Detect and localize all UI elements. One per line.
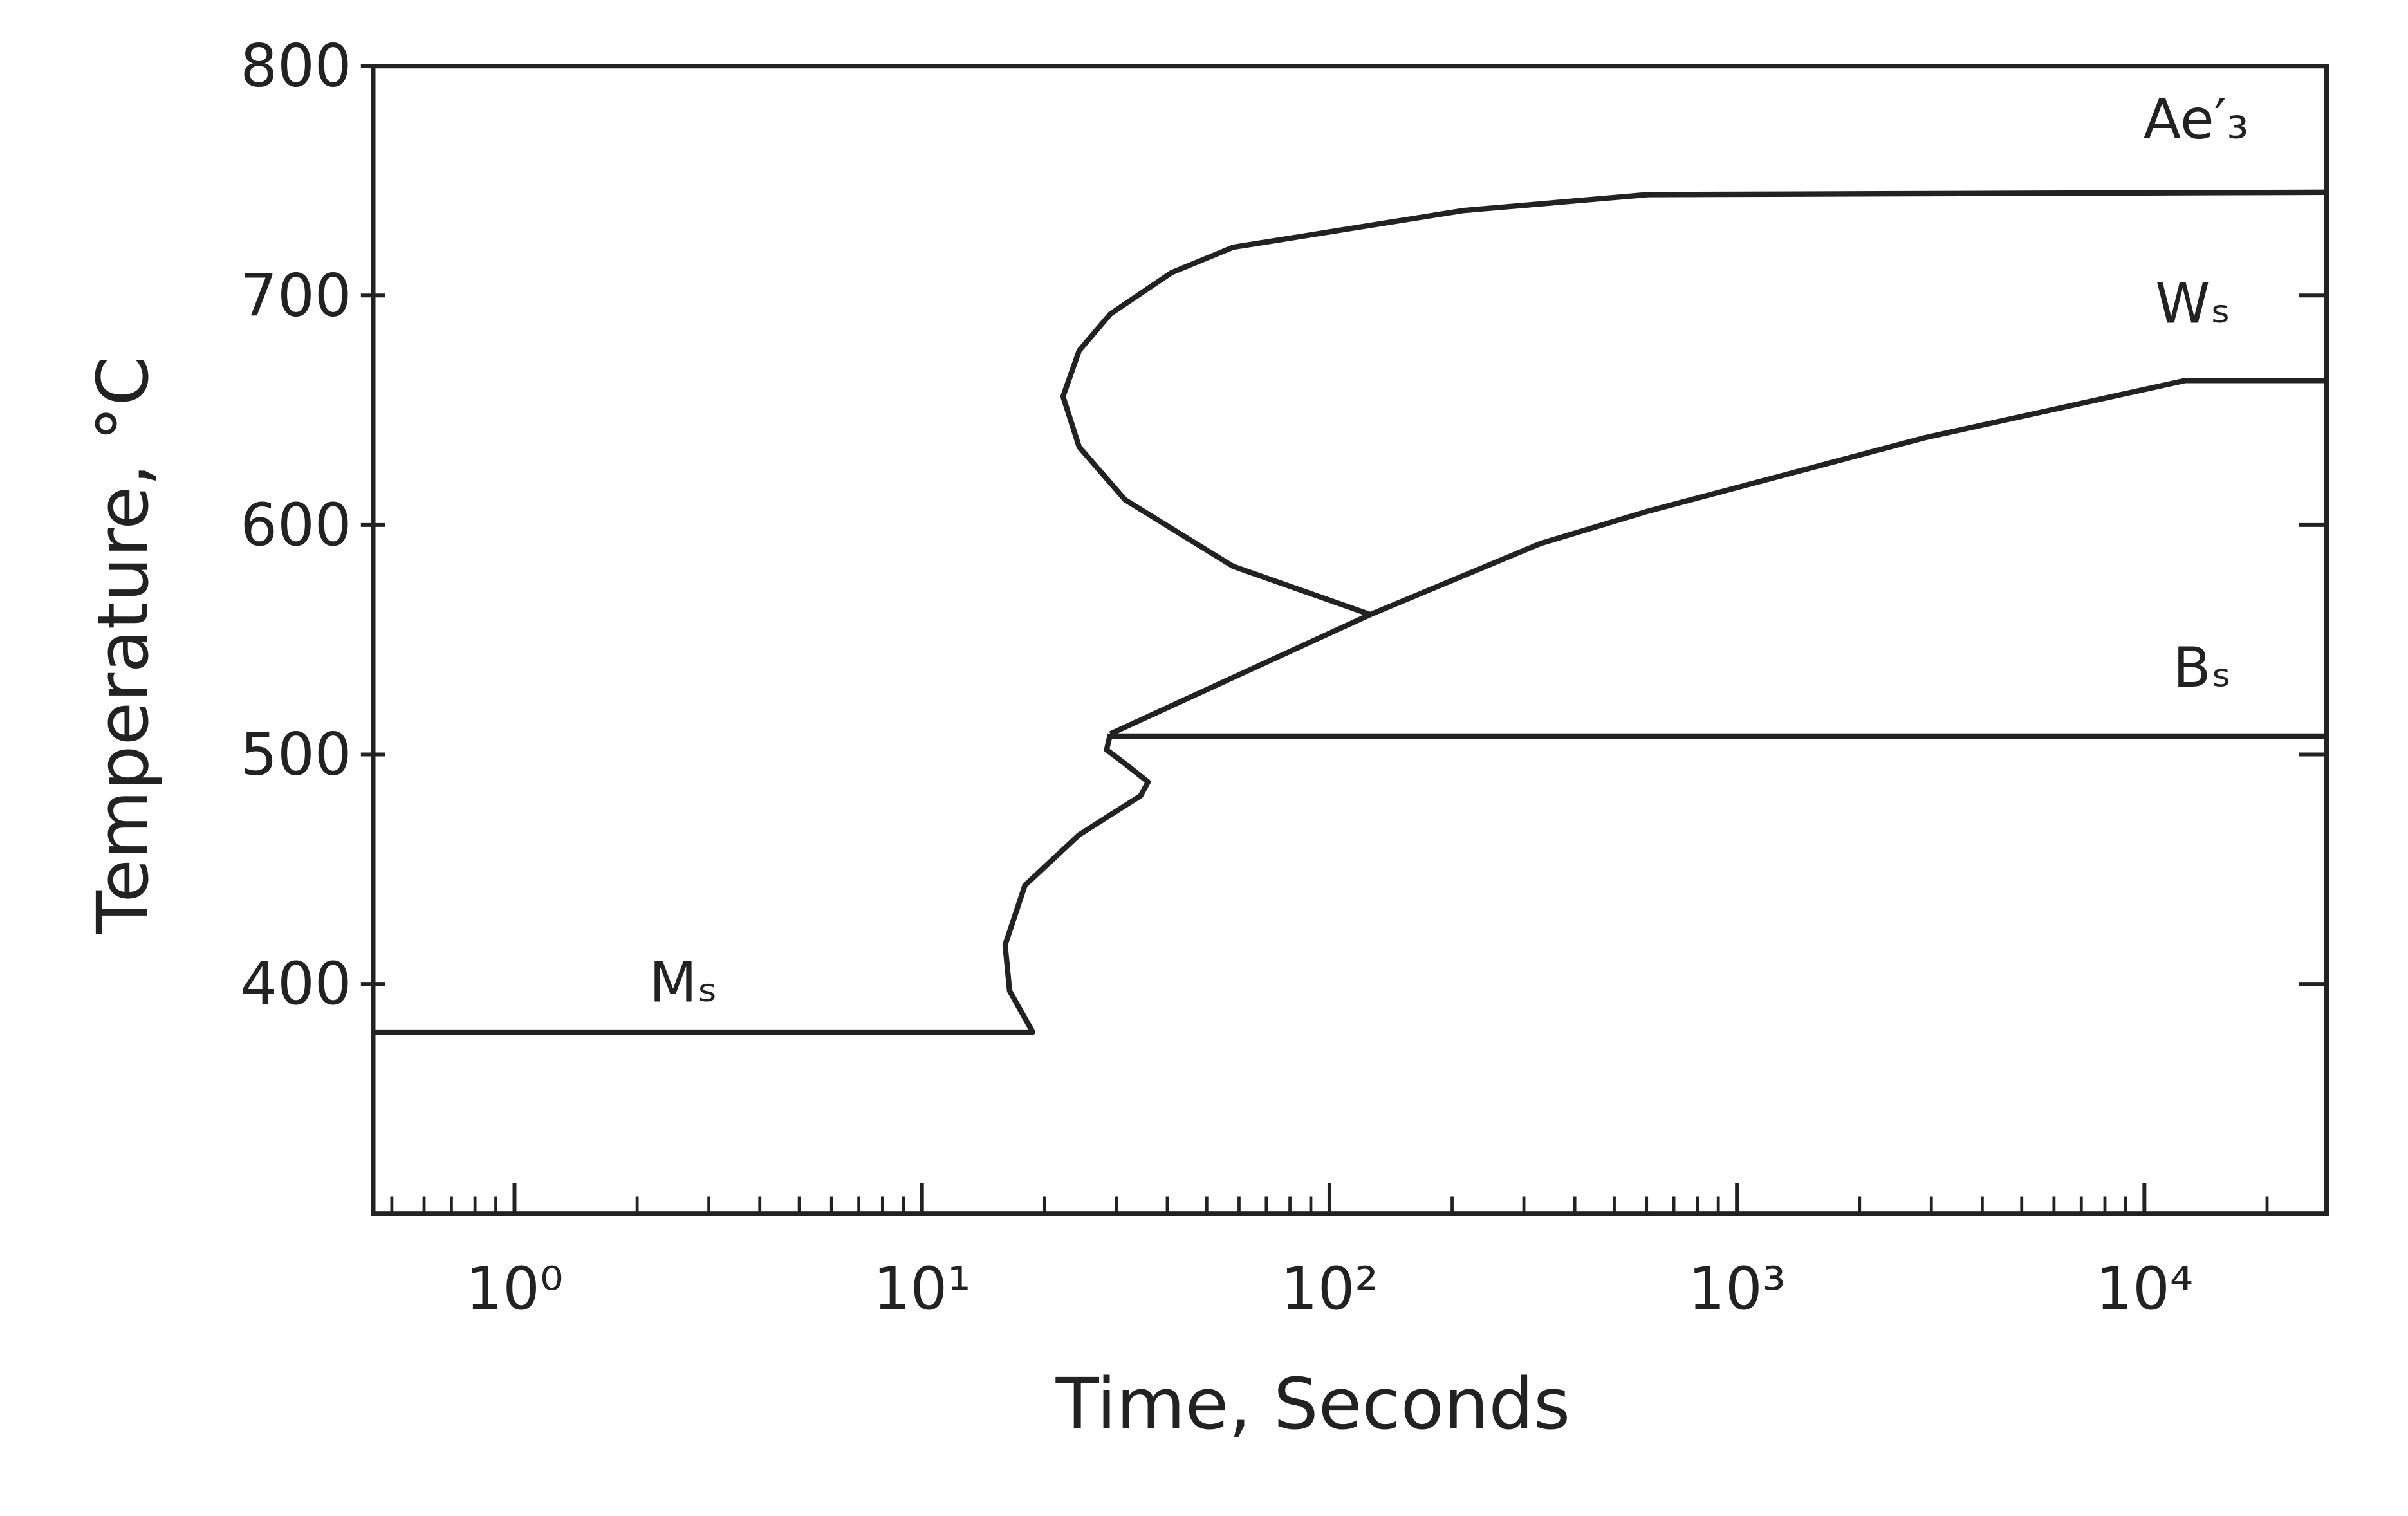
series-label: Mₛ — [649, 950, 718, 1015]
x-tick-label: 10⁴ — [2095, 1255, 2193, 1323]
series-line — [373, 733, 1151, 1035]
x-tick-label: 10⁰ — [466, 1255, 564, 1323]
x-tick-label: 10³ — [1688, 1255, 1786, 1323]
x-axis-title: Time, Seconds — [1055, 1363, 1571, 1445]
series-line — [1060, 189, 2327, 617]
y-tick-label: 500 — [240, 721, 351, 789]
y-tick-label: 600 — [240, 492, 351, 559]
series-label: Ae′₃ — [2144, 88, 2249, 152]
y-axis-title: Temperature, °C — [82, 356, 164, 934]
series-line — [1109, 378, 2327, 737]
x-tick-label: 10² — [1281, 1255, 1378, 1323]
y-tick-label: 700 — [240, 262, 351, 329]
series-label: Wₛ — [2155, 272, 2230, 336]
plot-frame — [371, 64, 2329, 1216]
y-tick-label: 400 — [240, 950, 351, 1018]
x-tick-label: 10¹ — [873, 1255, 971, 1323]
series-label: Bₛ — [2173, 636, 2232, 700]
y-tick-label: 800 — [240, 33, 351, 100]
